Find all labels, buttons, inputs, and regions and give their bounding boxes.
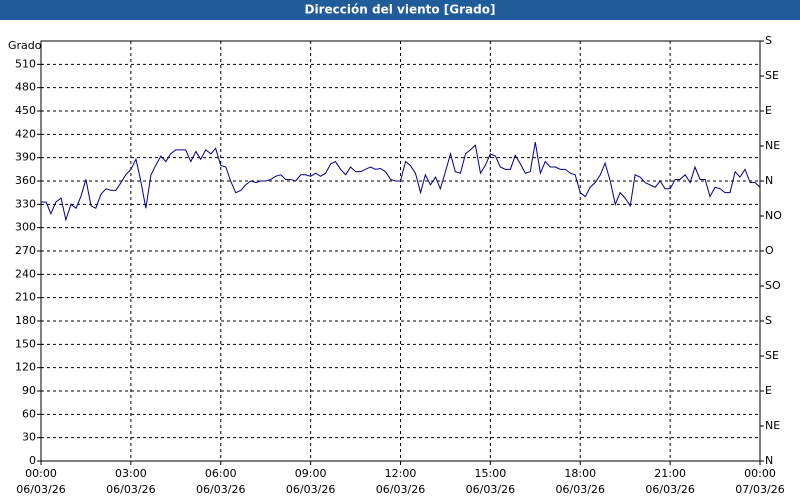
- y-tick-label: 300: [15, 221, 36, 234]
- y2-tick-label: E: [765, 104, 772, 117]
- x-tick-date: 06/03/26: [466, 483, 515, 496]
- data-line: [41, 142, 761, 222]
- x-tick-label: 18:00: [564, 467, 596, 480]
- x-tick-date: 06/03/26: [376, 483, 425, 496]
- y2-tick-label: SE: [765, 349, 779, 362]
- x-tick-date: 06/03/26: [16, 483, 65, 496]
- y-tick-label: 480: [15, 81, 36, 94]
- y2-tick-label: N: [765, 174, 773, 187]
- x-tick-date: 06/03/26: [196, 483, 245, 496]
- y-tick-label: 270: [15, 244, 36, 257]
- y2-tick-label: NE: [765, 139, 780, 152]
- y2-tick-label: N: [765, 454, 773, 467]
- chart-title: Dirección del viento [Grado]: [305, 3, 496, 17]
- y-axis-label: Grado: [8, 39, 42, 52]
- y-tick-label: 510: [15, 57, 36, 70]
- y-tick-label: 30: [22, 431, 36, 444]
- x-tick-label: 21:00: [654, 467, 686, 480]
- x-tick-label: 06:00: [205, 467, 237, 480]
- y-tick-label: 330: [15, 197, 36, 210]
- y-tick-label: 360: [15, 174, 36, 187]
- x-tick-date: 06/03/26: [645, 483, 694, 496]
- y2-tick-label: O: [765, 244, 774, 257]
- y2-tick-label: S: [765, 34, 772, 47]
- x-tick-date: 06/03/26: [286, 483, 335, 496]
- y-tick-label: 240: [15, 267, 36, 280]
- y-tick-label: 420: [15, 127, 36, 140]
- y-tick-label: 390: [15, 151, 36, 164]
- y-tick-label: 180: [15, 314, 36, 327]
- title-bar: [0, 0, 800, 20]
- y-tick-label: 120: [15, 361, 36, 374]
- y-tick-label: 450: [15, 104, 36, 117]
- y-tick-label: 60: [22, 407, 36, 420]
- x-tick-date: 07/03/26: [735, 483, 784, 496]
- x-tick-label: 12:00: [385, 467, 417, 480]
- x-tick-label: 03:00: [115, 467, 147, 480]
- y-tick-label: 210: [15, 291, 36, 304]
- x-tick-label: 00:00: [25, 467, 57, 480]
- y2-tick-label: SO: [765, 279, 781, 292]
- y-tick-label: 0: [29, 454, 36, 467]
- y2-tick-label: NO: [765, 209, 782, 222]
- y-tick-label: 150: [15, 337, 36, 350]
- x-tick-label: 09:00: [295, 467, 327, 480]
- y2-tick-label: E: [765, 384, 772, 397]
- x-tick-label: 15:00: [475, 467, 507, 480]
- y2-tick-label: SE: [765, 69, 779, 82]
- x-tick-date: 06/03/26: [106, 483, 155, 496]
- y2-tick-label: NE: [765, 419, 780, 432]
- x-tick-date: 06/03/26: [556, 483, 605, 496]
- y2-tick-label: S: [765, 314, 772, 327]
- y-tick-label: 90: [22, 384, 36, 397]
- x-tick-label: 00:00: [744, 467, 776, 480]
